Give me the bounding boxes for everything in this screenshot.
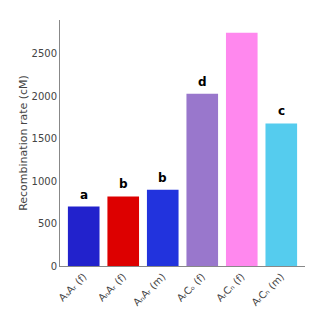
svg-text:AᵣCₙ (f): AᵣCₙ (f) [214, 271, 247, 304]
svg-text:b: b [158, 171, 167, 185]
svg-text:c: c [278, 104, 285, 118]
svg-text:500: 500 [38, 218, 57, 229]
svg-text:b: b [119, 177, 128, 191]
svg-text:0: 0 [51, 261, 57, 272]
svg-text:AₙAᵣ (m): AₙAᵣ (m) [131, 271, 168, 308]
svg-text:2000: 2000 [32, 91, 57, 102]
svg-text:Recombination rate (cM): Recombination rate (cM) [17, 75, 30, 211]
svg-text:AᵣCₙ (m): AᵣCₙ (m) [249, 271, 286, 308]
svg-text:a: a [80, 188, 88, 202]
svg-text:1500: 1500 [32, 133, 57, 144]
svg-text:AₙAᵣ (f): AₙAᵣ (f) [96, 271, 128, 303]
svg-text:1000: 1000 [32, 176, 57, 187]
svg-text:2500: 2500 [32, 48, 57, 59]
svg-text:d: d [198, 75, 207, 89]
svg-text:AₛAᵣ (f): AₛAᵣ (f) [56, 271, 88, 303]
svg-text:AᵣCₒ (f): AᵣCₒ (f) [175, 271, 208, 304]
